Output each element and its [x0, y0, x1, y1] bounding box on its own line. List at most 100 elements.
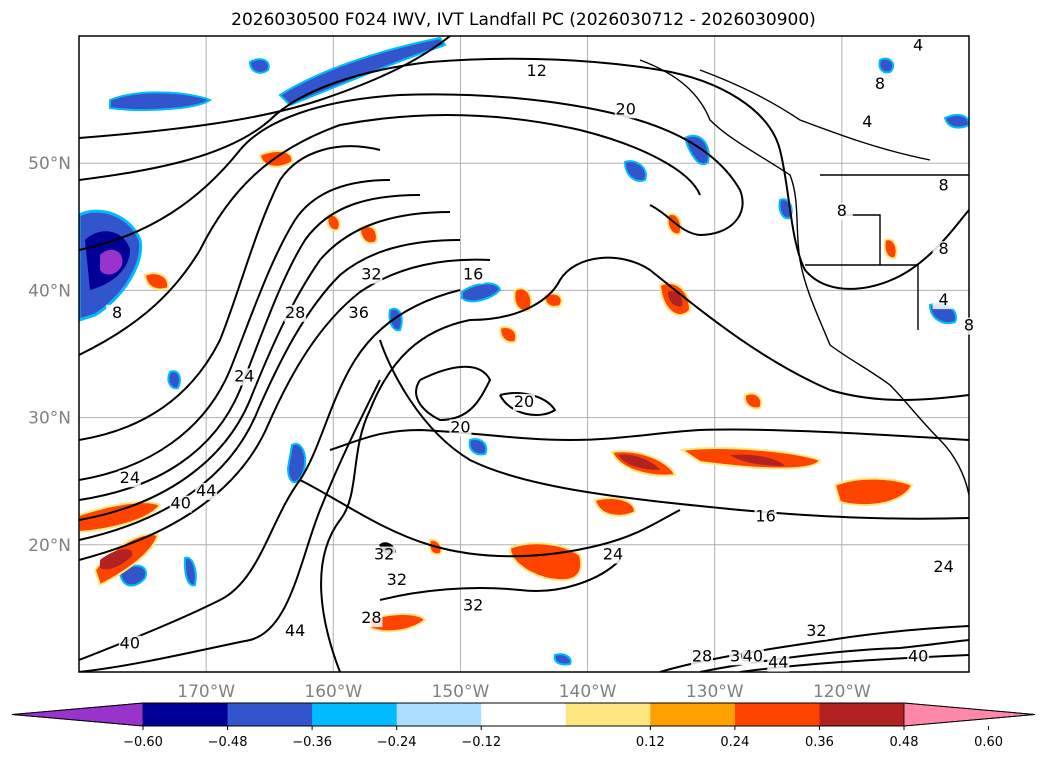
contour-label-bg — [360, 266, 383, 284]
contour-line — [79, 57, 969, 290]
graticule — [79, 36, 969, 672]
contour-label: 12 — [527, 61, 547, 80]
contour-label-bg — [106, 304, 129, 322]
positive-region — [543, 292, 563, 308]
contour-label-bg — [449, 419, 472, 437]
contour-label-bg — [602, 546, 624, 564]
positive-region — [883, 238, 898, 260]
contour-label-bg — [932, 559, 955, 577]
lon-tick-label: 170°W — [177, 682, 235, 702]
negative-region — [623, 160, 647, 182]
contour-label: 24 — [603, 545, 623, 564]
contour-label-bg — [907, 37, 930, 55]
positive-region — [513, 287, 533, 312]
latitude-labels: 50°N 40°N 30°N 20°N — [28, 154, 71, 556]
positive-region — [668, 290, 683, 307]
lon-tick-label: 150°W — [432, 682, 490, 702]
colorbar-tick-label: −0.12 — [461, 735, 501, 750]
contour-label-bg — [869, 75, 891, 93]
colorbar-segment — [650, 703, 736, 726]
contour-label: 16 — [463, 265, 483, 284]
negative-region — [553, 653, 572, 666]
contour-label: 32 — [374, 545, 394, 564]
contour-label-bg — [932, 241, 955, 259]
lon-tick-label: 130°W — [686, 682, 744, 702]
contour-label: 32 — [387, 570, 407, 589]
contour-label: 20 — [514, 392, 534, 411]
colorbar-tick-label: −0.36 — [292, 735, 332, 750]
contour-line — [379, 559, 621, 601]
contour-line — [79, 379, 381, 672]
positive-region — [100, 549, 133, 570]
contour-label: 8 — [964, 316, 974, 335]
contour-label-bg — [385, 571, 408, 589]
positive-region — [743, 392, 763, 410]
contour-line — [79, 179, 391, 481]
positive-region — [498, 326, 518, 344]
longitude-labels: 170°W 160°W 150°W 140°W 130°W 120°W — [177, 682, 871, 702]
contour-label: 8 — [938, 239, 948, 258]
negative-region — [943, 113, 969, 129]
contour-label-bg — [691, 648, 713, 666]
contour-label-bg — [360, 610, 383, 628]
contour-line — [739, 654, 969, 672]
contour-label-bg — [805, 622, 828, 640]
negative-region — [100, 249, 123, 275]
contour-label: 28 — [285, 303, 305, 322]
contour-line — [79, 194, 421, 501]
positive-region — [593, 497, 637, 517]
contour-label: 8 — [938, 176, 948, 195]
lat-tick-label: 30°N — [28, 409, 71, 429]
contour-label: 24 — [933, 557, 953, 576]
contour-label: 24 — [234, 366, 254, 385]
negative-region — [286, 442, 306, 484]
contour-label-bg — [958, 317, 980, 335]
contour-line — [299, 479, 681, 558]
contour-label-bg — [614, 101, 637, 119]
contour-label: 8 — [875, 74, 885, 93]
contour-label-bg — [856, 114, 879, 132]
contour-label-bg — [462, 597, 485, 615]
lon-tick-label: 120°W — [813, 682, 871, 702]
colorbar-segment — [227, 703, 313, 726]
coastline-path — [699, 69, 931, 161]
contour-label-bg — [932, 292, 955, 310]
contour-label-bg — [754, 508, 777, 526]
colorbar-segment — [312, 703, 398, 726]
contour-label: 4 — [938, 290, 948, 309]
contour-line — [329, 428, 969, 451]
contour-line — [79, 258, 491, 561]
map-frame — [78, 35, 970, 673]
lat-tick-label: 40°N — [28, 281, 71, 301]
contour-label-bg — [118, 635, 141, 653]
contour-label: 44 — [285, 621, 305, 640]
contour-label-bg — [525, 63, 548, 81]
lat-tick-label: 50°N — [28, 154, 71, 174]
colorbar-segment — [481, 703, 567, 726]
contour-label: 36 — [349, 303, 369, 322]
contour-label: 24 — [120, 468, 140, 487]
contour-line — [79, 211, 451, 521]
colorbar-segment — [565, 703, 651, 726]
contour-line — [79, 145, 381, 441]
contour-label-bg — [373, 546, 396, 564]
positive-region — [79, 501, 162, 534]
contour-label: 28 — [692, 646, 712, 665]
negative-region — [167, 370, 181, 390]
negative-region — [248, 58, 270, 74]
colorbar-segment — [396, 703, 482, 726]
contour-label: 44 — [768, 653, 788, 672]
contour-label-bg — [233, 368, 256, 386]
negative-region — [468, 438, 488, 456]
contour-label-bg — [284, 622, 307, 640]
negative-region — [461, 282, 502, 303]
positive-region — [618, 454, 660, 470]
contour-line — [79, 93, 744, 251]
contour-label: 44 — [196, 481, 216, 500]
colorbar-segment — [143, 703, 229, 726]
lat-tick-label: 20°N — [28, 536, 71, 556]
contour-line — [79, 289, 461, 661]
contour-label-bg — [513, 393, 535, 411]
positive-region — [326, 213, 341, 232]
